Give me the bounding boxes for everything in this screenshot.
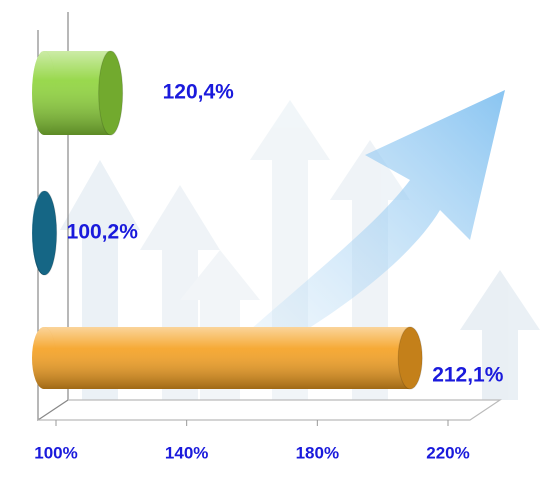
value-label: 212,1% [432, 364, 504, 387]
bar-cap-right [33, 191, 57, 275]
bar-cap-right [99, 51, 123, 135]
bar-cap-left-shade [32, 327, 56, 389]
bar [32, 327, 422, 389]
x-tick-label: 220% [426, 443, 469, 462]
bar-cap-right [398, 327, 422, 389]
x-tick-label: 100% [34, 443, 77, 462]
chart: 100% 140% 180% 220% 120,4% 100,2% 212,1% [0, 0, 554, 492]
bar [32, 51, 123, 135]
x-tick-label: 180% [296, 443, 339, 462]
bar-cap-left-shade [32, 51, 56, 135]
bar-shade [44, 327, 410, 389]
value-label: 120,4% [163, 81, 235, 104]
x-tick-label: 140% [165, 443, 208, 462]
bar [32, 191, 57, 275]
value-label: 100,2% [67, 221, 139, 244]
